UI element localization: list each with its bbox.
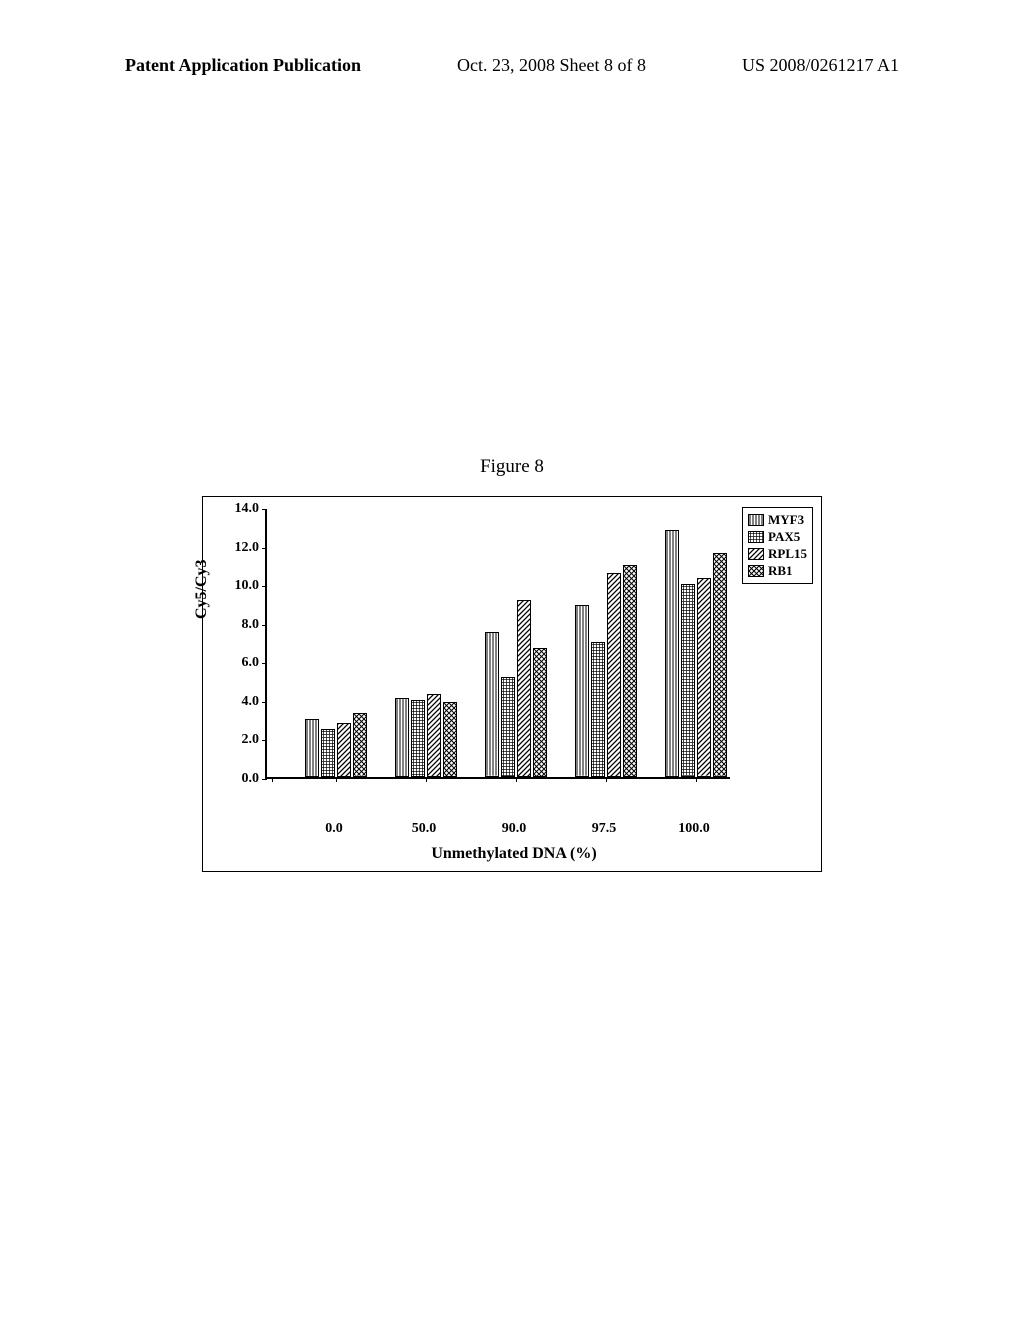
x-tick-label: 100.0 (678, 821, 710, 837)
chart-area: Cy5/Cy3 0.02.04.06.08.010.012.014.0 (215, 509, 813, 819)
bar (575, 605, 589, 777)
bar (607, 573, 621, 777)
x-tick-mark (426, 777, 427, 782)
y-tick-label: 0.0 (219, 771, 259, 787)
figure-title: Figure 8 (0, 456, 1024, 478)
y-tick-mark (262, 779, 267, 780)
x-tick-mark (606, 777, 607, 782)
x-tick-mark (272, 777, 273, 782)
bar (623, 565, 637, 777)
bar (353, 713, 367, 777)
bar (395, 698, 409, 777)
x-axis-ticks: 0.0 50.0 90.0 97.5 100.0 (265, 819, 730, 841)
chart-container: MYF3 PAX5 RPL15 RB1 Cy5/Cy3 0.02.04.06.0… (202, 496, 822, 872)
bar (427, 694, 441, 777)
plot-area (265, 509, 730, 779)
bar-group (485, 600, 547, 777)
bar (501, 677, 515, 777)
bar (517, 600, 531, 777)
page-header: Patent Application Publication Oct. 23, … (0, 0, 1024, 76)
y-axis: 0.02.04.06.08.010.012.014.0 (215, 509, 265, 779)
y-tick-label: 6.0 (219, 655, 259, 671)
bar (697, 578, 711, 777)
y-tick-label: 4.0 (219, 694, 259, 710)
x-tick-mark (696, 777, 697, 782)
page: Patent Application Publication Oct. 23, … (0, 0, 1024, 1320)
y-tick-label: 10.0 (219, 578, 259, 594)
x-tick-mark (516, 777, 517, 782)
header-left: Patent Application Publication (125, 55, 361, 76)
bar (485, 632, 499, 777)
bar-group (305, 713, 367, 777)
header-center: Oct. 23, 2008 Sheet 8 of 8 (457, 55, 646, 76)
y-tick-label: 2.0 (219, 732, 259, 748)
bar (665, 530, 679, 777)
x-tick-label: 0.0 (325, 821, 343, 837)
y-axis-label: Cy5/Cy3 (193, 559, 211, 619)
bar-group (575, 565, 637, 777)
bar-group (665, 530, 727, 777)
x-axis-label: Unmethylated DNA (%) (215, 845, 813, 863)
bar (337, 723, 351, 777)
y-tick-label: 8.0 (219, 617, 259, 633)
header-right: US 2008/0261217 A1 (742, 55, 899, 76)
x-tick-label: 90.0 (502, 821, 527, 837)
bar (681, 584, 695, 777)
bar (321, 729, 335, 777)
bar (591, 642, 605, 777)
bar (713, 553, 727, 777)
x-tick-label: 50.0 (412, 821, 437, 837)
bar (533, 648, 547, 777)
x-tick-label: 97.5 (592, 821, 617, 837)
y-tick-label: 12.0 (219, 540, 259, 556)
bar (411, 700, 425, 777)
x-tick-mark (336, 777, 337, 782)
bar (305, 719, 319, 777)
y-tick-label: 14.0 (219, 501, 259, 517)
bar-group (395, 694, 457, 777)
bar (443, 702, 457, 777)
